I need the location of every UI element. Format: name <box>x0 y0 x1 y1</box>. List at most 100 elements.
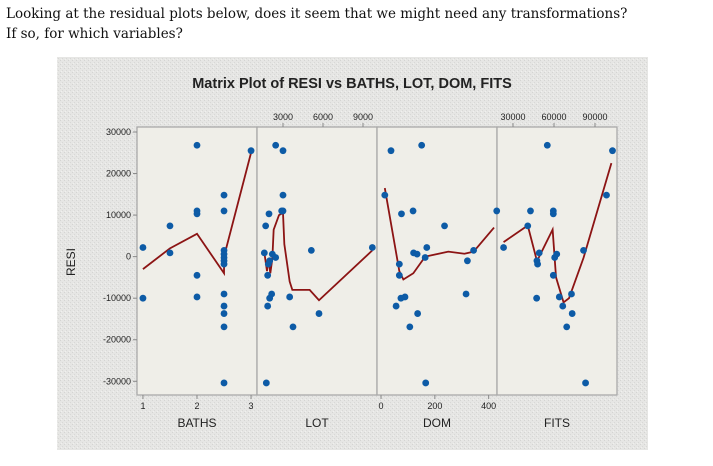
panel-fits <box>496 126 618 396</box>
data-point <box>580 247 587 254</box>
x-tick-label: 30000 <box>500 112 525 122</box>
data-point <box>139 294 147 302</box>
data-point <box>470 247 477 254</box>
data-point <box>286 293 294 301</box>
data-point <box>603 191 610 199</box>
x-axis-label-lot: LOT <box>305 416 329 430</box>
data-point <box>418 141 426 149</box>
data-point <box>220 290 228 298</box>
x-tick-label: 3000 <box>273 112 293 122</box>
x-tick-label: 0 <box>379 401 384 411</box>
panel-dom <box>376 126 498 396</box>
data-point <box>272 141 280 149</box>
data-point <box>563 323 571 331</box>
data-point <box>307 247 315 254</box>
y-tick-label: -10000 <box>103 293 131 303</box>
data-point <box>193 210 201 218</box>
y-tick-label: -20000 <box>103 335 131 345</box>
data-point <box>568 310 576 317</box>
data-point <box>392 302 400 310</box>
data-point <box>549 271 557 279</box>
data-point <box>535 249 543 257</box>
x-axis-label-dom: DOM <box>423 416 451 430</box>
data-point <box>220 191 228 199</box>
data-point <box>422 379 430 387</box>
data-point <box>278 207 286 215</box>
data-point <box>500 244 507 251</box>
y-tick-label: 0 <box>126 252 131 262</box>
panel-lot <box>256 126 378 396</box>
data-point <box>247 147 255 155</box>
data-point <box>265 210 273 218</box>
data-point <box>220 379 228 387</box>
data-point <box>193 271 201 279</box>
data-point <box>543 141 551 149</box>
data-point <box>262 379 270 387</box>
data-point <box>262 222 270 230</box>
x-tick-label: 1 <box>140 401 145 411</box>
data-point <box>462 290 470 298</box>
data-point <box>534 260 541 268</box>
data-point <box>220 302 228 310</box>
data-point <box>406 323 414 331</box>
data-point <box>272 254 280 261</box>
question-line-1: Looking at the residual plots below, doe… <box>6 6 628 22</box>
data-point <box>166 222 174 230</box>
data-point <box>568 290 575 298</box>
data-point <box>559 302 567 310</box>
data-point <box>289 323 297 331</box>
data-point <box>413 250 421 258</box>
y-tick-label: 10000 <box>106 210 131 220</box>
data-point <box>260 249 268 257</box>
data-point <box>398 210 405 218</box>
data-point <box>421 254 429 261</box>
data-point <box>609 147 616 155</box>
x-tick-label: 90000 <box>582 112 607 122</box>
y-tick-label: 20000 <box>106 169 131 179</box>
data-point <box>264 271 272 279</box>
data-point <box>264 302 272 310</box>
data-point <box>414 310 422 317</box>
data-point <box>555 293 563 301</box>
data-point <box>279 147 287 155</box>
data-point <box>139 244 147 251</box>
data-point <box>279 191 287 199</box>
data-point <box>193 293 201 301</box>
data-point <box>387 147 395 155</box>
data-point <box>220 323 228 331</box>
x-axis-label-fits: FITS <box>544 416 570 430</box>
panel-baths <box>136 126 258 396</box>
data-point <box>395 271 403 279</box>
data-point <box>395 260 403 268</box>
data-point <box>464 257 471 265</box>
data-point <box>381 191 389 199</box>
data-point <box>582 379 589 387</box>
data-point <box>266 294 274 302</box>
y-axis-label: RESI <box>64 248 78 276</box>
x-tick-label: 2 <box>194 401 199 411</box>
x-axis-label-baths: BATHS <box>177 416 216 430</box>
data-point <box>220 310 228 317</box>
question-line-2: If so, for which variables? <box>6 26 183 42</box>
data-point <box>493 207 501 215</box>
data-point <box>315 310 323 317</box>
data-point <box>409 207 417 215</box>
x-tick-label: 3 <box>249 401 254 411</box>
data-point <box>264 260 272 268</box>
y-tick-label: 30000 <box>106 127 131 137</box>
x-tick-label: 200 <box>427 401 442 411</box>
data-point <box>397 294 405 302</box>
data-point <box>368 244 376 251</box>
data-point <box>441 222 448 230</box>
data-point <box>423 244 431 251</box>
data-point <box>220 207 228 215</box>
data-point <box>166 249 174 257</box>
data-point <box>533 294 541 302</box>
smoother-line-baths <box>142 152 252 277</box>
data-point <box>193 141 201 149</box>
x-tick-label: 400 <box>481 401 496 411</box>
data-point <box>527 207 534 215</box>
question-text: Looking at the residual plots below, doe… <box>6 4 627 44</box>
y-tick-label: -30000 <box>103 376 131 386</box>
